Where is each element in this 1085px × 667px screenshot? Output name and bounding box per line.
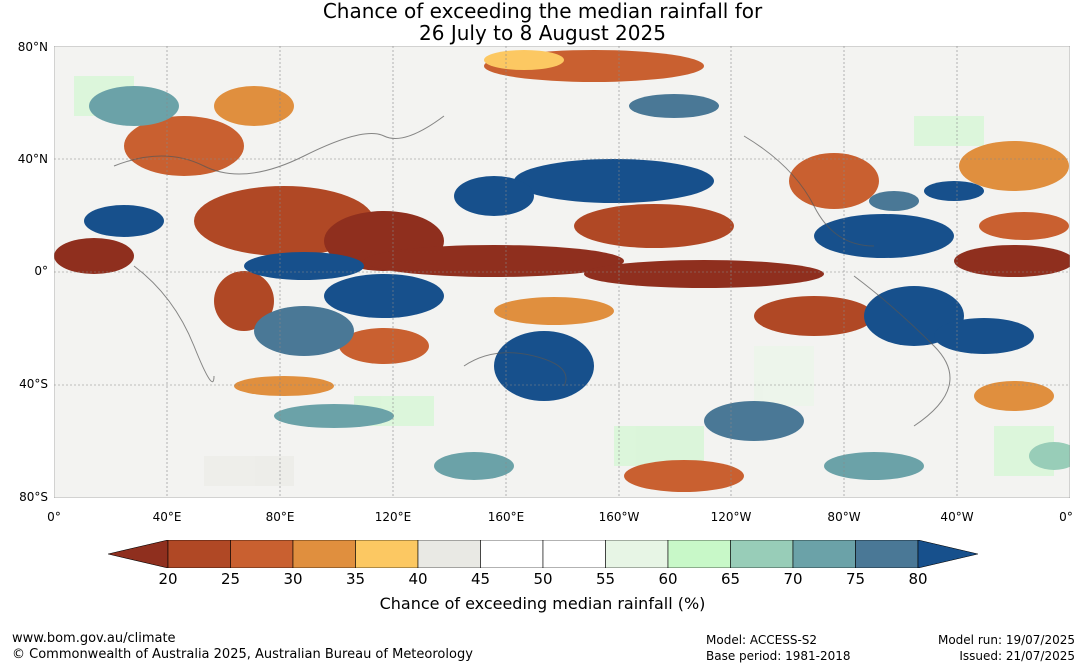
colorbar-tick-label: 80 [908, 570, 928, 588]
colorbar-tick-label: 55 [595, 570, 616, 588]
colorbar-tick-label: 35 [345, 570, 366, 588]
colorbar-label: Chance of exceeding median rainfall (%) [379, 594, 706, 613]
colorbar-tick-label: 50 [533, 570, 553, 588]
lon-label-160e: 160°E [487, 510, 525, 524]
lat-label-40n: 40°N [17, 152, 48, 166]
issued-text: Issued: 21/07/2025 [959, 649, 1075, 663]
coastlines [113, 115, 951, 427]
colorbar-tick-label: 75 [845, 570, 866, 588]
lon-label-120e: 120°E [374, 510, 412, 524]
colorbar-bin-75_80 [855, 540, 919, 568]
colorbar-bin-25_30 [230, 540, 294, 568]
colorbar-bin-35_40 [355, 540, 419, 568]
lon-label-80w: 80°W [827, 510, 861, 524]
lat-label-80n: 80°N [17, 40, 48, 54]
colorbar-bin-60_65 [667, 540, 731, 568]
graticule [54, 46, 1070, 498]
colorbar-low-arrow [108, 540, 169, 568]
colorbar-bin-30_35 [292, 540, 356, 568]
colorbar-bin-45_50 [480, 540, 544, 568]
colorbar-tick-label: 60 [658, 570, 678, 588]
colorbar-tick-label: 25 [220, 570, 241, 588]
copyright-text: © Commonwealth of Australia 2025, Austra… [12, 647, 473, 662]
colorbar-bin-40_45 [417, 540, 481, 568]
colorbar-bin-20_25 [167, 540, 231, 568]
below-median-regions [54, 50, 1070, 492]
colorbar-bin-70_75 [792, 540, 856, 568]
lon-label-0: 0° [47, 510, 61, 524]
lon-label-120w: 120°W [710, 510, 752, 524]
model-text: Model: ACCESS-S2 [706, 633, 818, 647]
colorbar-bin-50_55 [542, 540, 606, 568]
colorbar-tick-label: 45 [470, 570, 491, 588]
lon-label-40w: 40°W [940, 510, 974, 524]
colorbar-tick-label: 70 [783, 570, 803, 588]
colorbar-tick-label: 40 [408, 570, 428, 588]
colorbar-high-arrow [917, 540, 978, 568]
lon-label-160w: 160°W [598, 510, 640, 524]
website-text: www.bom.gov.au/climate [12, 631, 176, 646]
lon-label-40e: 40°E [152, 510, 182, 524]
rainfall-probability-map [54, 46, 1070, 498]
colorbar-tick-label: 30 [283, 570, 303, 588]
map-title-line-1: Chance of exceeding the median rainfall … [322, 0, 763, 23]
above-median-regions [84, 86, 1070, 480]
colorbar-tick-label: 20 [158, 570, 178, 588]
lat-label-80s: 80°S [19, 490, 48, 504]
lat-label-0: 0° [34, 264, 48, 278]
lon-label-0-east: 0° [1059, 510, 1073, 524]
colorbar-bin-65_70 [730, 540, 794, 568]
lat-label-40s: 40°S [19, 377, 48, 391]
colorbar-bin-55_60 [605, 540, 669, 568]
base-period-text: Base period: 1981-2018 [706, 649, 851, 663]
colorbar-tick-label: 65 [720, 570, 741, 588]
model-run-text: Model run: 19/07/2025 [937, 633, 1075, 647]
map-title-line-2: 26 July to 8 August 2025 [419, 21, 666, 45]
colorbar [108, 540, 978, 568]
lon-label-80e: 80°E [265, 510, 295, 524]
